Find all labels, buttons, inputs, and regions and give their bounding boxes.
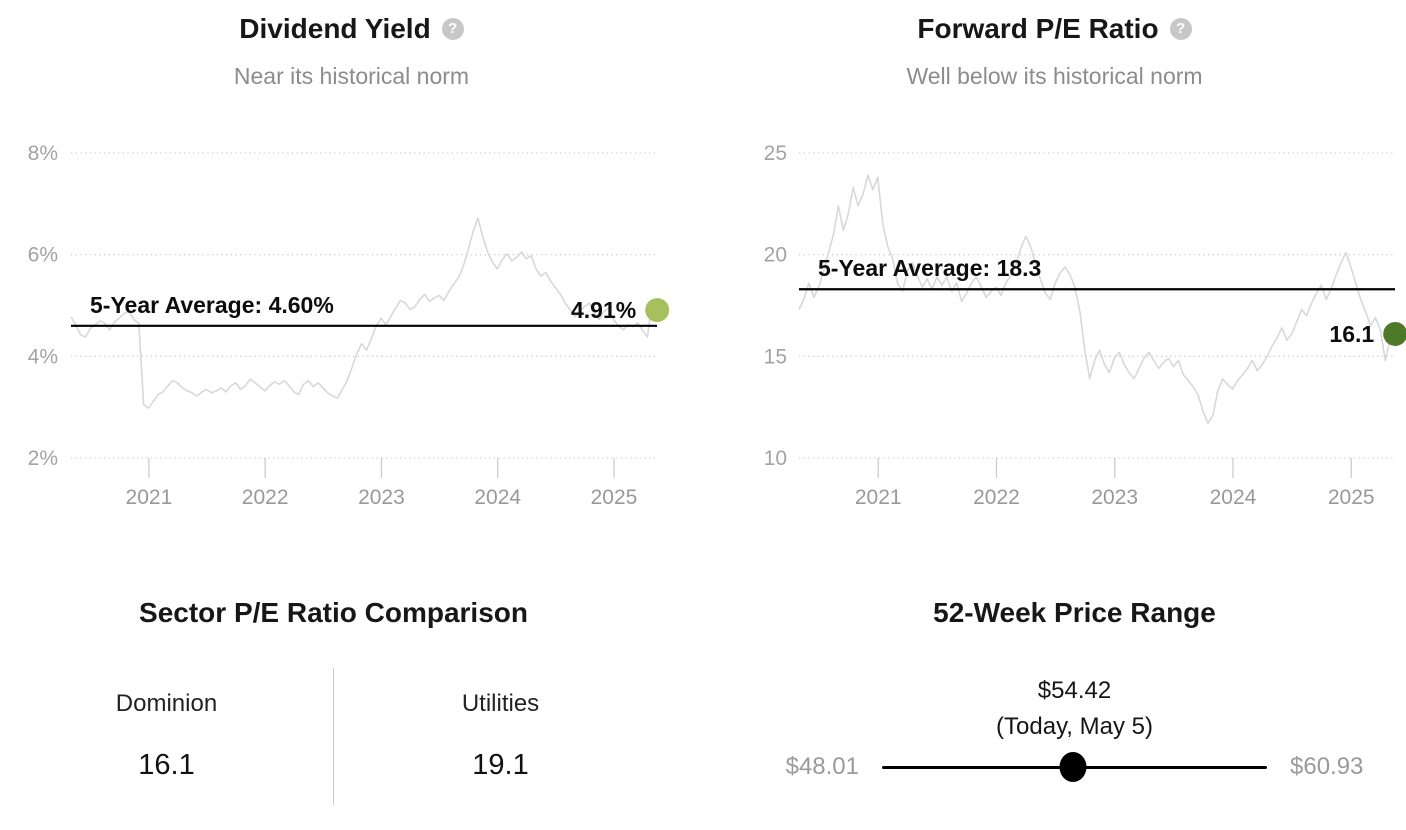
pe-comparison: Dominion 16.1 Utilities 19.1 — [0, 668, 667, 805]
average-label: 5-Year Average: 4.60% — [90, 292, 334, 318]
sector-comparison-title: Sector P/E Ratio Comparison — [139, 597, 528, 628]
stats-row: Sector P/E Ratio Comparison Dominion 16.… — [0, 560, 1406, 805]
y-axis-label: 2% — [28, 447, 58, 470]
chart-title: Forward P/E Ratio — [917, 13, 1159, 44]
x-axis-label: 2021 — [126, 486, 173, 509]
chart-header: Forward P/E Ratio ? Well below its histo… — [703, 12, 1406, 90]
y-axis-label: 8% — [28, 142, 58, 165]
current-price-note: (Today, May 5) — [996, 713, 1153, 740]
y-axis-label: 10 — [764, 447, 787, 470]
help-icon[interactable]: ? — [1169, 18, 1192, 40]
x-axis-label: 2023 — [1091, 486, 1138, 509]
x-axis-label: 2024 — [474, 486, 521, 509]
sector-comparison-section: Sector P/E Ratio Comparison Dominion 16.… — [0, 560, 703, 805]
average-label: 5-Year Average: 18.3 — [818, 255, 1041, 281]
range-low-label: $48.01 — [785, 753, 859, 780]
current-value-label: 16.1 — [1329, 321, 1374, 347]
x-axis-label: 2022 — [242, 486, 289, 509]
current-value-dot — [1383, 321, 1406, 346]
sector-pe-value: 19.1 — [472, 749, 529, 781]
price-range-section: 52-Week Price Range $54.42 (Today, May 5… — [703, 560, 1406, 805]
help-icon[interactable]: ? — [441, 18, 464, 40]
series-line — [70, 217, 658, 410]
y-axis-label: 6% — [28, 244, 58, 267]
range-high-label: $60.93 — [1290, 753, 1364, 780]
x-axis-label: 2024 — [1210, 486, 1257, 509]
dividend-yield-card: Dividend Yield ? Near its historical nor… — [0, 0, 703, 518]
current-value-dot — [645, 298, 670, 323]
chart-title: Dividend Yield — [239, 13, 431, 44]
y-axis-label: 20 — [764, 244, 787, 267]
forward-pe-chart: 25 20 15 10 2021 2022 2023 2024 2025 5-Year Avera… — [764, 142, 1406, 509]
vertical-divider — [333, 668, 334, 805]
chart-subtitle: Well below its historical norm — [906, 63, 1203, 89]
x-axis-label: 2022 — [973, 486, 1020, 509]
price-range-slider: $48.01 $60.93 — [743, 751, 1406, 783]
company-name: Dominion — [115, 690, 218, 717]
comparison-column-dominion: Dominion 16.1 — [0, 668, 333, 805]
price-range-dot — [1059, 752, 1087, 782]
charts-row: Dividend Yield ? Near its historical nor… — [0, 0, 1406, 518]
sector-name: Utilities — [461, 690, 540, 717]
x-axis-label: 2025 — [1328, 486, 1375, 509]
dividend-yield-chart: 8% 6% 4% 2% 2021 2022 2023 2024 2025 5-Year Avera… — [28, 142, 670, 509]
company-pe-value: 16.1 — [138, 749, 195, 781]
series-line — [798, 174, 1396, 425]
x-axis-label: 2021 — [855, 486, 902, 509]
x-axis-label: 2023 — [358, 486, 405, 509]
price-range-title: 52-Week Price Range — [933, 597, 1216, 628]
chart-title-row: Dividend Yield ? — [239, 12, 464, 46]
current-value-label: 4.91% — [571, 297, 636, 323]
range-track-wrap — [882, 751, 1267, 783]
y-axis-label: 15 — [764, 345, 787, 368]
comparison-column-utilities: Utilities 19.1 — [334, 668, 667, 805]
x-axis-label: 2025 — [591, 486, 638, 509]
y-axis-label: 25 — [764, 142, 787, 165]
chart-title-row: Forward P/E Ratio ? — [917, 12, 1192, 46]
y-axis-label: 4% — [28, 345, 58, 368]
chart-header: Dividend Yield ? Near its historical nor… — [0, 12, 703, 90]
forward-pe-card: Forward P/E Ratio ? Well below its histo… — [703, 0, 1406, 518]
chart-subtitle: Near its historical norm — [233, 63, 470, 89]
current-price: $54.42 — [1037, 677, 1112, 704]
